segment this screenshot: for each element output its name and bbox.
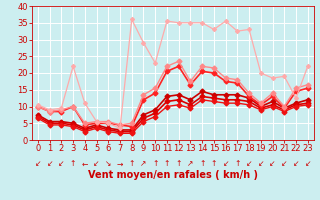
Text: ↙: ↙ xyxy=(222,159,229,168)
Text: ↙: ↙ xyxy=(46,159,53,168)
Text: →: → xyxy=(117,159,123,168)
Text: ↙: ↙ xyxy=(35,159,41,168)
Text: ↑: ↑ xyxy=(70,159,76,168)
Text: ↗: ↗ xyxy=(187,159,194,168)
Text: ↙: ↙ xyxy=(258,159,264,168)
Text: ↙: ↙ xyxy=(305,159,311,168)
Text: ↙: ↙ xyxy=(281,159,287,168)
Text: ↙: ↙ xyxy=(269,159,276,168)
Text: ↑: ↑ xyxy=(164,159,170,168)
Text: ←: ← xyxy=(82,159,88,168)
Text: ↑: ↑ xyxy=(199,159,205,168)
Text: ↙: ↙ xyxy=(246,159,252,168)
Text: ↑: ↑ xyxy=(234,159,241,168)
Text: ↑: ↑ xyxy=(152,159,158,168)
Text: ↙: ↙ xyxy=(293,159,299,168)
X-axis label: Vent moyen/en rafales ( km/h ): Vent moyen/en rafales ( km/h ) xyxy=(88,170,258,180)
Text: ↑: ↑ xyxy=(129,159,135,168)
Text: ↘: ↘ xyxy=(105,159,111,168)
Text: ↑: ↑ xyxy=(175,159,182,168)
Text: ↙: ↙ xyxy=(58,159,65,168)
Text: ↙: ↙ xyxy=(93,159,100,168)
Text: ↑: ↑ xyxy=(211,159,217,168)
Text: ↗: ↗ xyxy=(140,159,147,168)
